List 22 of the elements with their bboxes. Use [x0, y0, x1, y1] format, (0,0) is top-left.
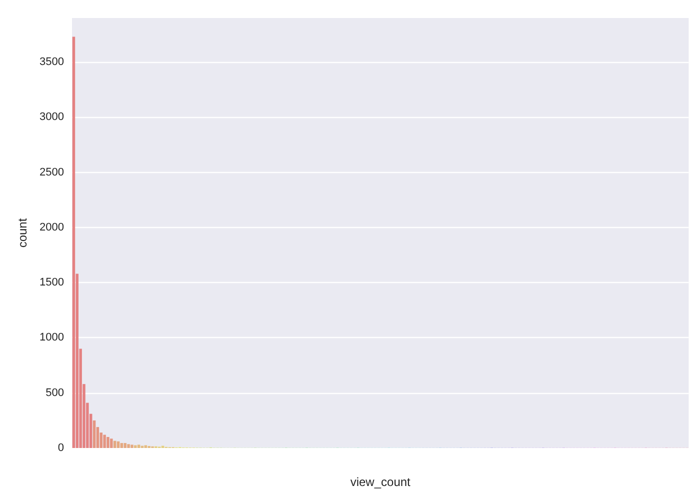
y-tick-label: 1000 — [40, 332, 64, 344]
bar — [120, 443, 124, 448]
y-tick-label: 2500 — [40, 166, 64, 178]
x-axis-title: view_count — [350, 475, 412, 489]
bar — [103, 434, 106, 448]
bar — [106, 436, 110, 448]
bar — [92, 420, 96, 448]
bar — [124, 443, 126, 448]
y-tick-label: 1500 — [40, 276, 64, 289]
bar — [72, 36, 76, 448]
bar — [144, 445, 148, 448]
bar — [110, 438, 113, 448]
y-tick-label: 0 — [58, 442, 64, 454]
y-tick-label: 500 — [46, 386, 64, 399]
y-axis-title: count — [16, 218, 30, 248]
bar — [137, 444, 140, 448]
y-tick-label: 3000 — [40, 111, 64, 124]
y-tick-label: 3500 — [40, 56, 64, 68]
y-tick-label: 2000 — [40, 221, 64, 234]
bar — [134, 445, 137, 448]
bar — [127, 444, 130, 448]
bar — [130, 444, 134, 448]
